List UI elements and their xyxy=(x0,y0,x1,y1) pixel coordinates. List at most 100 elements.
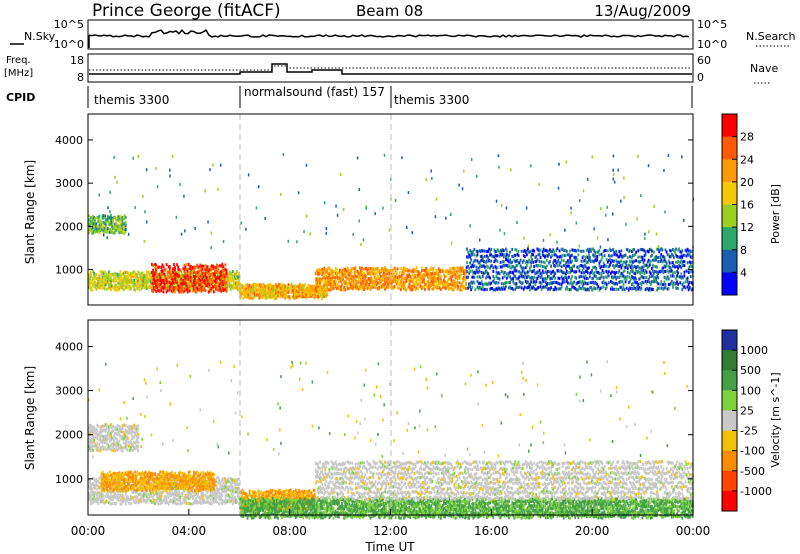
power-cell xyxy=(100,272,103,276)
power-cell xyxy=(214,274,216,278)
power-cell xyxy=(643,264,646,268)
power-cell xyxy=(646,249,649,253)
power-cell xyxy=(614,275,616,279)
power-cell xyxy=(137,277,140,281)
power-cell xyxy=(571,282,573,286)
power-cell xyxy=(466,247,468,251)
power-cell xyxy=(292,288,295,292)
power-cell xyxy=(518,280,521,283)
vel-cell xyxy=(104,500,107,504)
power-cell xyxy=(275,285,277,289)
power-cell xyxy=(578,269,581,273)
power-cell xyxy=(114,228,117,231)
power-cell xyxy=(639,288,642,292)
power-cell xyxy=(542,254,545,258)
power-cell xyxy=(338,271,340,275)
power-cell xyxy=(349,282,352,286)
power-cell xyxy=(266,290,269,294)
power-cell xyxy=(116,223,119,227)
power-cell xyxy=(451,271,454,275)
power-cell xyxy=(114,222,117,226)
power-cell xyxy=(556,281,559,285)
power-cell xyxy=(541,250,544,254)
power-cell xyxy=(596,250,599,254)
power-cell xyxy=(188,265,191,269)
power-cell xyxy=(177,276,180,280)
nave-series-line xyxy=(89,65,692,71)
power-cell xyxy=(322,290,324,293)
power-cell xyxy=(602,271,605,275)
vel-cell xyxy=(117,492,120,496)
power-cell xyxy=(430,283,433,287)
power-cell xyxy=(238,281,240,285)
power-cell xyxy=(222,287,225,290)
power-cell xyxy=(188,281,191,285)
power-scatter-point xyxy=(434,215,437,219)
power-cell xyxy=(247,290,250,294)
power-cell xyxy=(109,227,111,231)
power-cell xyxy=(328,266,331,270)
power-cell xyxy=(182,282,185,285)
power-cell xyxy=(192,282,194,286)
power-cell xyxy=(557,269,560,273)
power-cell xyxy=(479,276,482,280)
vel-cell xyxy=(103,446,106,450)
power-cell xyxy=(594,258,597,262)
power-cell xyxy=(161,273,164,277)
power-cell xyxy=(421,273,423,277)
power-cell xyxy=(349,285,352,289)
power-cell xyxy=(589,247,591,251)
power-cell xyxy=(205,270,208,274)
power-cell xyxy=(90,220,92,224)
power-cell xyxy=(520,282,523,286)
power-cell xyxy=(592,287,594,291)
power-cell xyxy=(670,261,673,265)
power-cell xyxy=(317,288,319,292)
power-cell xyxy=(540,274,543,278)
power-cell xyxy=(175,286,177,290)
power-cell xyxy=(271,295,274,299)
vel-cell xyxy=(112,480,114,484)
power-cell xyxy=(614,272,616,276)
power-cell xyxy=(105,227,108,231)
power-cell xyxy=(630,277,632,281)
power-cell xyxy=(489,282,491,286)
power-cell xyxy=(598,277,601,280)
power-cell xyxy=(494,253,497,257)
power-cell xyxy=(517,254,520,258)
power-cell xyxy=(556,255,559,259)
power-cell xyxy=(438,269,441,273)
power-cell xyxy=(453,286,456,290)
power-cell xyxy=(106,230,109,234)
power-cell xyxy=(429,272,432,275)
power-cell xyxy=(238,271,240,275)
power-cell xyxy=(510,286,512,290)
power-cell xyxy=(481,283,484,286)
power-cell xyxy=(546,277,548,281)
power-cell xyxy=(215,280,217,284)
power-cell xyxy=(644,269,647,273)
power-cell xyxy=(643,271,646,275)
power-cell xyxy=(302,287,305,291)
power-cell xyxy=(200,271,203,275)
power-cell xyxy=(394,274,397,278)
power-cell xyxy=(445,270,447,274)
power-scatter-point xyxy=(558,162,560,166)
power-cell xyxy=(460,268,463,272)
vel-cell xyxy=(101,441,104,445)
power-cell xyxy=(266,284,269,288)
power-cell xyxy=(621,280,624,284)
vel-cell xyxy=(121,437,124,440)
power-cell xyxy=(297,294,299,298)
power-cell xyxy=(374,267,377,271)
power-cell xyxy=(408,285,411,289)
vel-cell xyxy=(95,492,98,496)
power-cell xyxy=(231,273,234,277)
power-cell xyxy=(660,280,663,284)
vel-cell xyxy=(148,479,151,483)
power-cell xyxy=(398,271,401,275)
power-cell xyxy=(319,290,321,294)
power-cell xyxy=(168,276,171,279)
power-cell xyxy=(145,284,148,288)
vel-cell xyxy=(88,436,90,440)
